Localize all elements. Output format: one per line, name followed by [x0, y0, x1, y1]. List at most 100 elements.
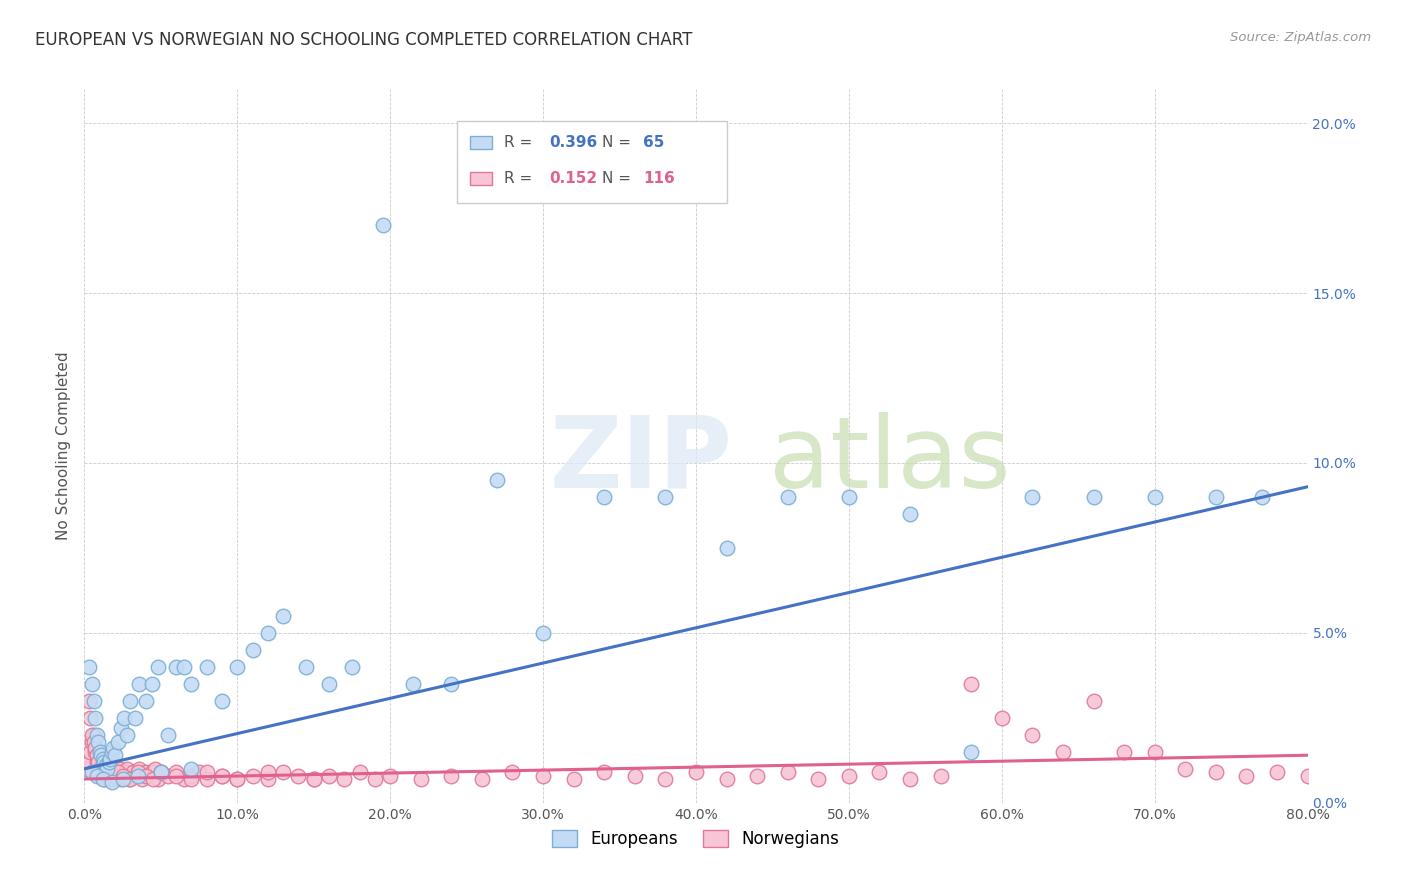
Point	[120, 694, 142, 708]
Point	[838, 490, 860, 504]
Point	[502, 765, 524, 780]
Point	[188, 765, 211, 780]
Point	[165, 765, 187, 780]
Point	[120, 772, 142, 786]
Point	[138, 769, 160, 783]
Point	[101, 775, 124, 789]
Point	[146, 772, 169, 786]
Point	[77, 660, 100, 674]
Point	[1021, 728, 1043, 742]
Point	[91, 762, 114, 776]
Point	[86, 748, 108, 763]
Point	[349, 765, 371, 780]
Point	[96, 769, 118, 783]
Point	[929, 769, 952, 783]
Point	[97, 772, 120, 786]
Point	[107, 734, 129, 748]
Point	[135, 765, 157, 780]
Point	[79, 745, 101, 759]
Point	[1174, 762, 1197, 776]
Point	[80, 728, 103, 742]
Point	[90, 748, 112, 763]
Point	[257, 626, 280, 640]
Point	[89, 769, 111, 783]
Point	[91, 751, 114, 765]
Point	[97, 769, 120, 783]
Point	[1083, 694, 1105, 708]
FancyBboxPatch shape	[470, 172, 492, 185]
Point	[107, 769, 129, 783]
Point	[226, 660, 249, 674]
Point	[195, 765, 218, 780]
Point	[87, 734, 110, 748]
Point	[114, 765, 136, 780]
Point	[89, 745, 111, 759]
Point	[80, 734, 103, 748]
Point	[101, 769, 124, 783]
Point	[80, 677, 103, 691]
Point	[257, 765, 280, 780]
Point	[242, 769, 264, 783]
Point	[271, 608, 294, 623]
Point	[103, 741, 125, 756]
Point	[128, 762, 150, 776]
Point	[295, 660, 318, 674]
Point	[807, 772, 830, 786]
Point	[86, 769, 108, 783]
Point	[107, 765, 129, 780]
Text: N =: N =	[602, 171, 636, 186]
Text: 116: 116	[644, 171, 675, 186]
Point	[898, 772, 921, 786]
Point	[94, 765, 117, 780]
Point	[146, 660, 169, 674]
Point	[104, 769, 127, 783]
Point	[122, 765, 145, 780]
Point	[486, 473, 509, 487]
Point	[143, 762, 166, 776]
Point	[86, 728, 108, 742]
Point	[94, 765, 117, 780]
Point	[371, 218, 394, 232]
Y-axis label: No Schooling Completed: No Schooling Completed	[56, 351, 72, 541]
Point	[149, 765, 172, 780]
Point	[84, 745, 107, 759]
Text: 65: 65	[644, 136, 665, 150]
Point	[93, 755, 115, 769]
Point	[157, 769, 180, 783]
Point	[115, 728, 138, 742]
Point	[111, 769, 134, 783]
Point	[624, 769, 647, 783]
Point	[83, 728, 105, 742]
Point	[98, 765, 121, 780]
Point	[96, 762, 118, 776]
Point	[302, 772, 325, 786]
Point	[960, 745, 983, 759]
Point	[84, 741, 107, 756]
Point	[242, 643, 264, 657]
Point	[93, 772, 115, 786]
Point	[86, 755, 108, 769]
Point	[83, 734, 105, 748]
Point	[135, 694, 157, 708]
Point	[77, 694, 100, 708]
Point	[471, 772, 494, 786]
Point	[87, 755, 110, 769]
Point	[98, 765, 121, 780]
Point	[211, 769, 233, 783]
Text: ZIP: ZIP	[550, 412, 733, 508]
Point	[108, 762, 131, 776]
Point	[115, 762, 138, 776]
Point	[128, 677, 150, 691]
Point	[226, 772, 249, 786]
Point	[173, 772, 195, 786]
Text: atlas: atlas	[769, 412, 1011, 508]
Point	[83, 694, 105, 708]
Legend: Europeans, Norwegians: Europeans, Norwegians	[546, 823, 846, 855]
Point	[180, 769, 202, 783]
Point	[101, 762, 124, 776]
FancyBboxPatch shape	[457, 121, 727, 203]
Point	[1143, 745, 1166, 759]
Point	[77, 755, 100, 769]
Point	[96, 751, 118, 765]
Point	[593, 765, 616, 780]
